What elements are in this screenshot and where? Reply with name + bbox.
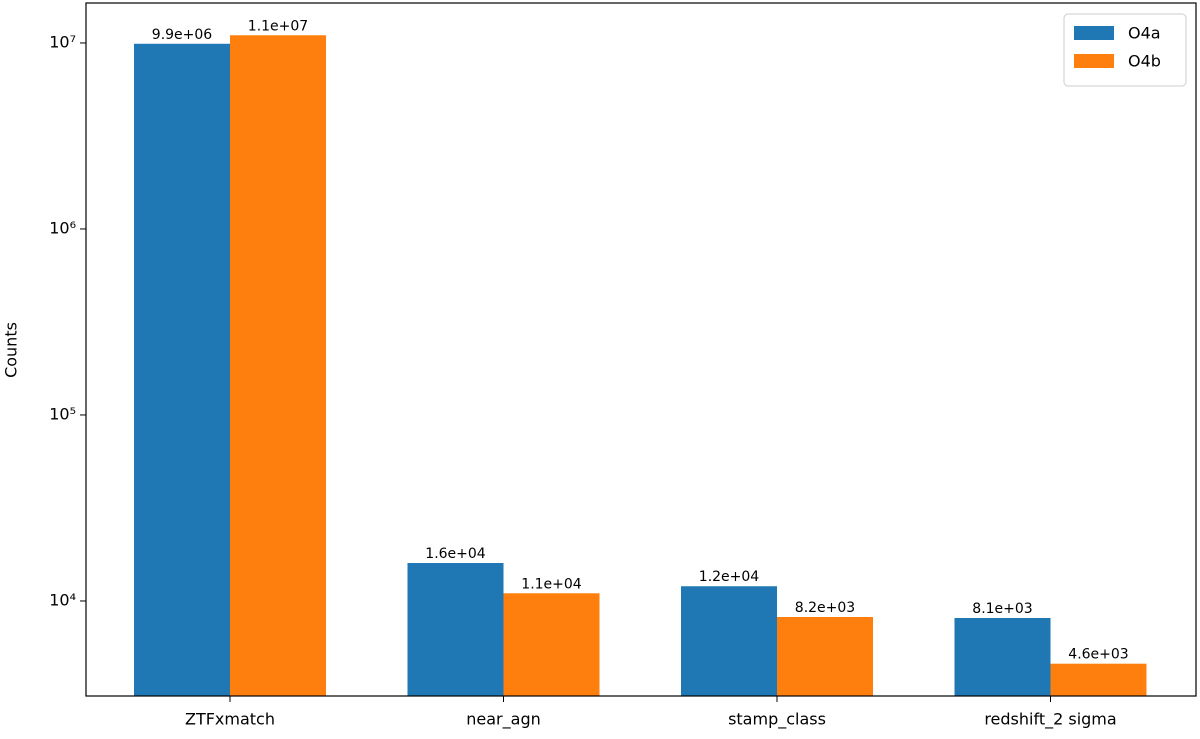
x-tick-label: redshift_2 sigma [984,710,1116,730]
y-tick-label: 10⁷ [49,32,76,51]
x-tick-label: near_agn [466,710,540,730]
legend-swatch [1074,26,1114,40]
value-label: 1.2e+04 [699,569,760,585]
x-tick-label: stamp_class [728,710,826,730]
bar [1050,663,1147,696]
y-tick-label: 10⁶ [49,218,76,237]
value-label: 9.9e+06 [152,27,213,43]
value-label: 8.2e+03 [795,600,855,616]
bar [407,563,504,696]
bar [681,586,777,696]
value-label: 4.6e+03 [1068,647,1128,663]
bar [134,43,230,696]
legend-label: O4b [1128,52,1161,71]
plot-frame [85,2,1197,697]
y-tick-label: 10⁵ [49,404,76,423]
value-label: 1.6e+04 [425,546,486,562]
value-label: 1.1e+07 [248,18,308,34]
y-tick-label: 10⁴ [49,590,76,609]
x-tick-label: ZTFxmatch [185,710,275,729]
bar [230,35,326,697]
y-axis-label: Counts [2,322,21,378]
legend-label: O4a [1128,24,1161,43]
bar [777,617,873,696]
legend-swatch [1074,54,1114,68]
legend-box [1063,13,1187,87]
value-label: 1.1e+04 [521,576,582,592]
value-label: 8.1e+03 [972,601,1032,617]
bar [503,593,600,696]
bar [954,617,1051,696]
